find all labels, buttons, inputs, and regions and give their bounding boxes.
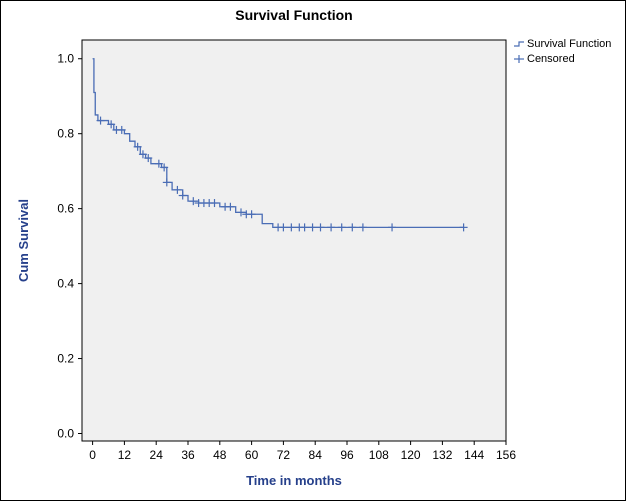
legend-label: Survival Function: [527, 38, 611, 50]
x-tick-label: 156: [496, 448, 516, 462]
x-tick-label: 60: [245, 448, 259, 462]
x-tick-label: 120: [401, 448, 421, 462]
x-tick-label: 84: [309, 448, 323, 462]
y-axis-label: Cum Survival: [16, 199, 31, 282]
survival-chart: Survival Function 0 12 24 36 48 60 72 84 96 108 120…: [0, 0, 626, 501]
x-axis-label: Time in months: [246, 473, 342, 488]
x-tick-label: 132: [432, 448, 452, 462]
x-tick-label: 108: [369, 448, 389, 462]
x-tick-label: 144: [464, 448, 484, 462]
plot-area: [82, 40, 506, 441]
x-tick-label: 72: [277, 448, 291, 462]
x-tick-label: 96: [340, 448, 354, 462]
y-tick-label: 0.4: [57, 277, 74, 291]
y-tick-label: 0.8: [57, 127, 74, 141]
y-tick-label: 0.2: [57, 352, 74, 366]
legend-label: Censored: [527, 53, 575, 65]
y-tick-label: 1.0: [57, 52, 74, 66]
x-tick-label: 48: [213, 448, 227, 462]
y-tick-label: 0.0: [57, 427, 74, 441]
x-tick-label: 12: [118, 448, 132, 462]
chart-title: Survival Function: [235, 7, 352, 23]
x-tick-label: 36: [181, 448, 195, 462]
x-tick-label: 0: [89, 448, 96, 462]
y-tick-label: 0.6: [57, 202, 74, 216]
x-tick-label: 24: [150, 448, 164, 462]
